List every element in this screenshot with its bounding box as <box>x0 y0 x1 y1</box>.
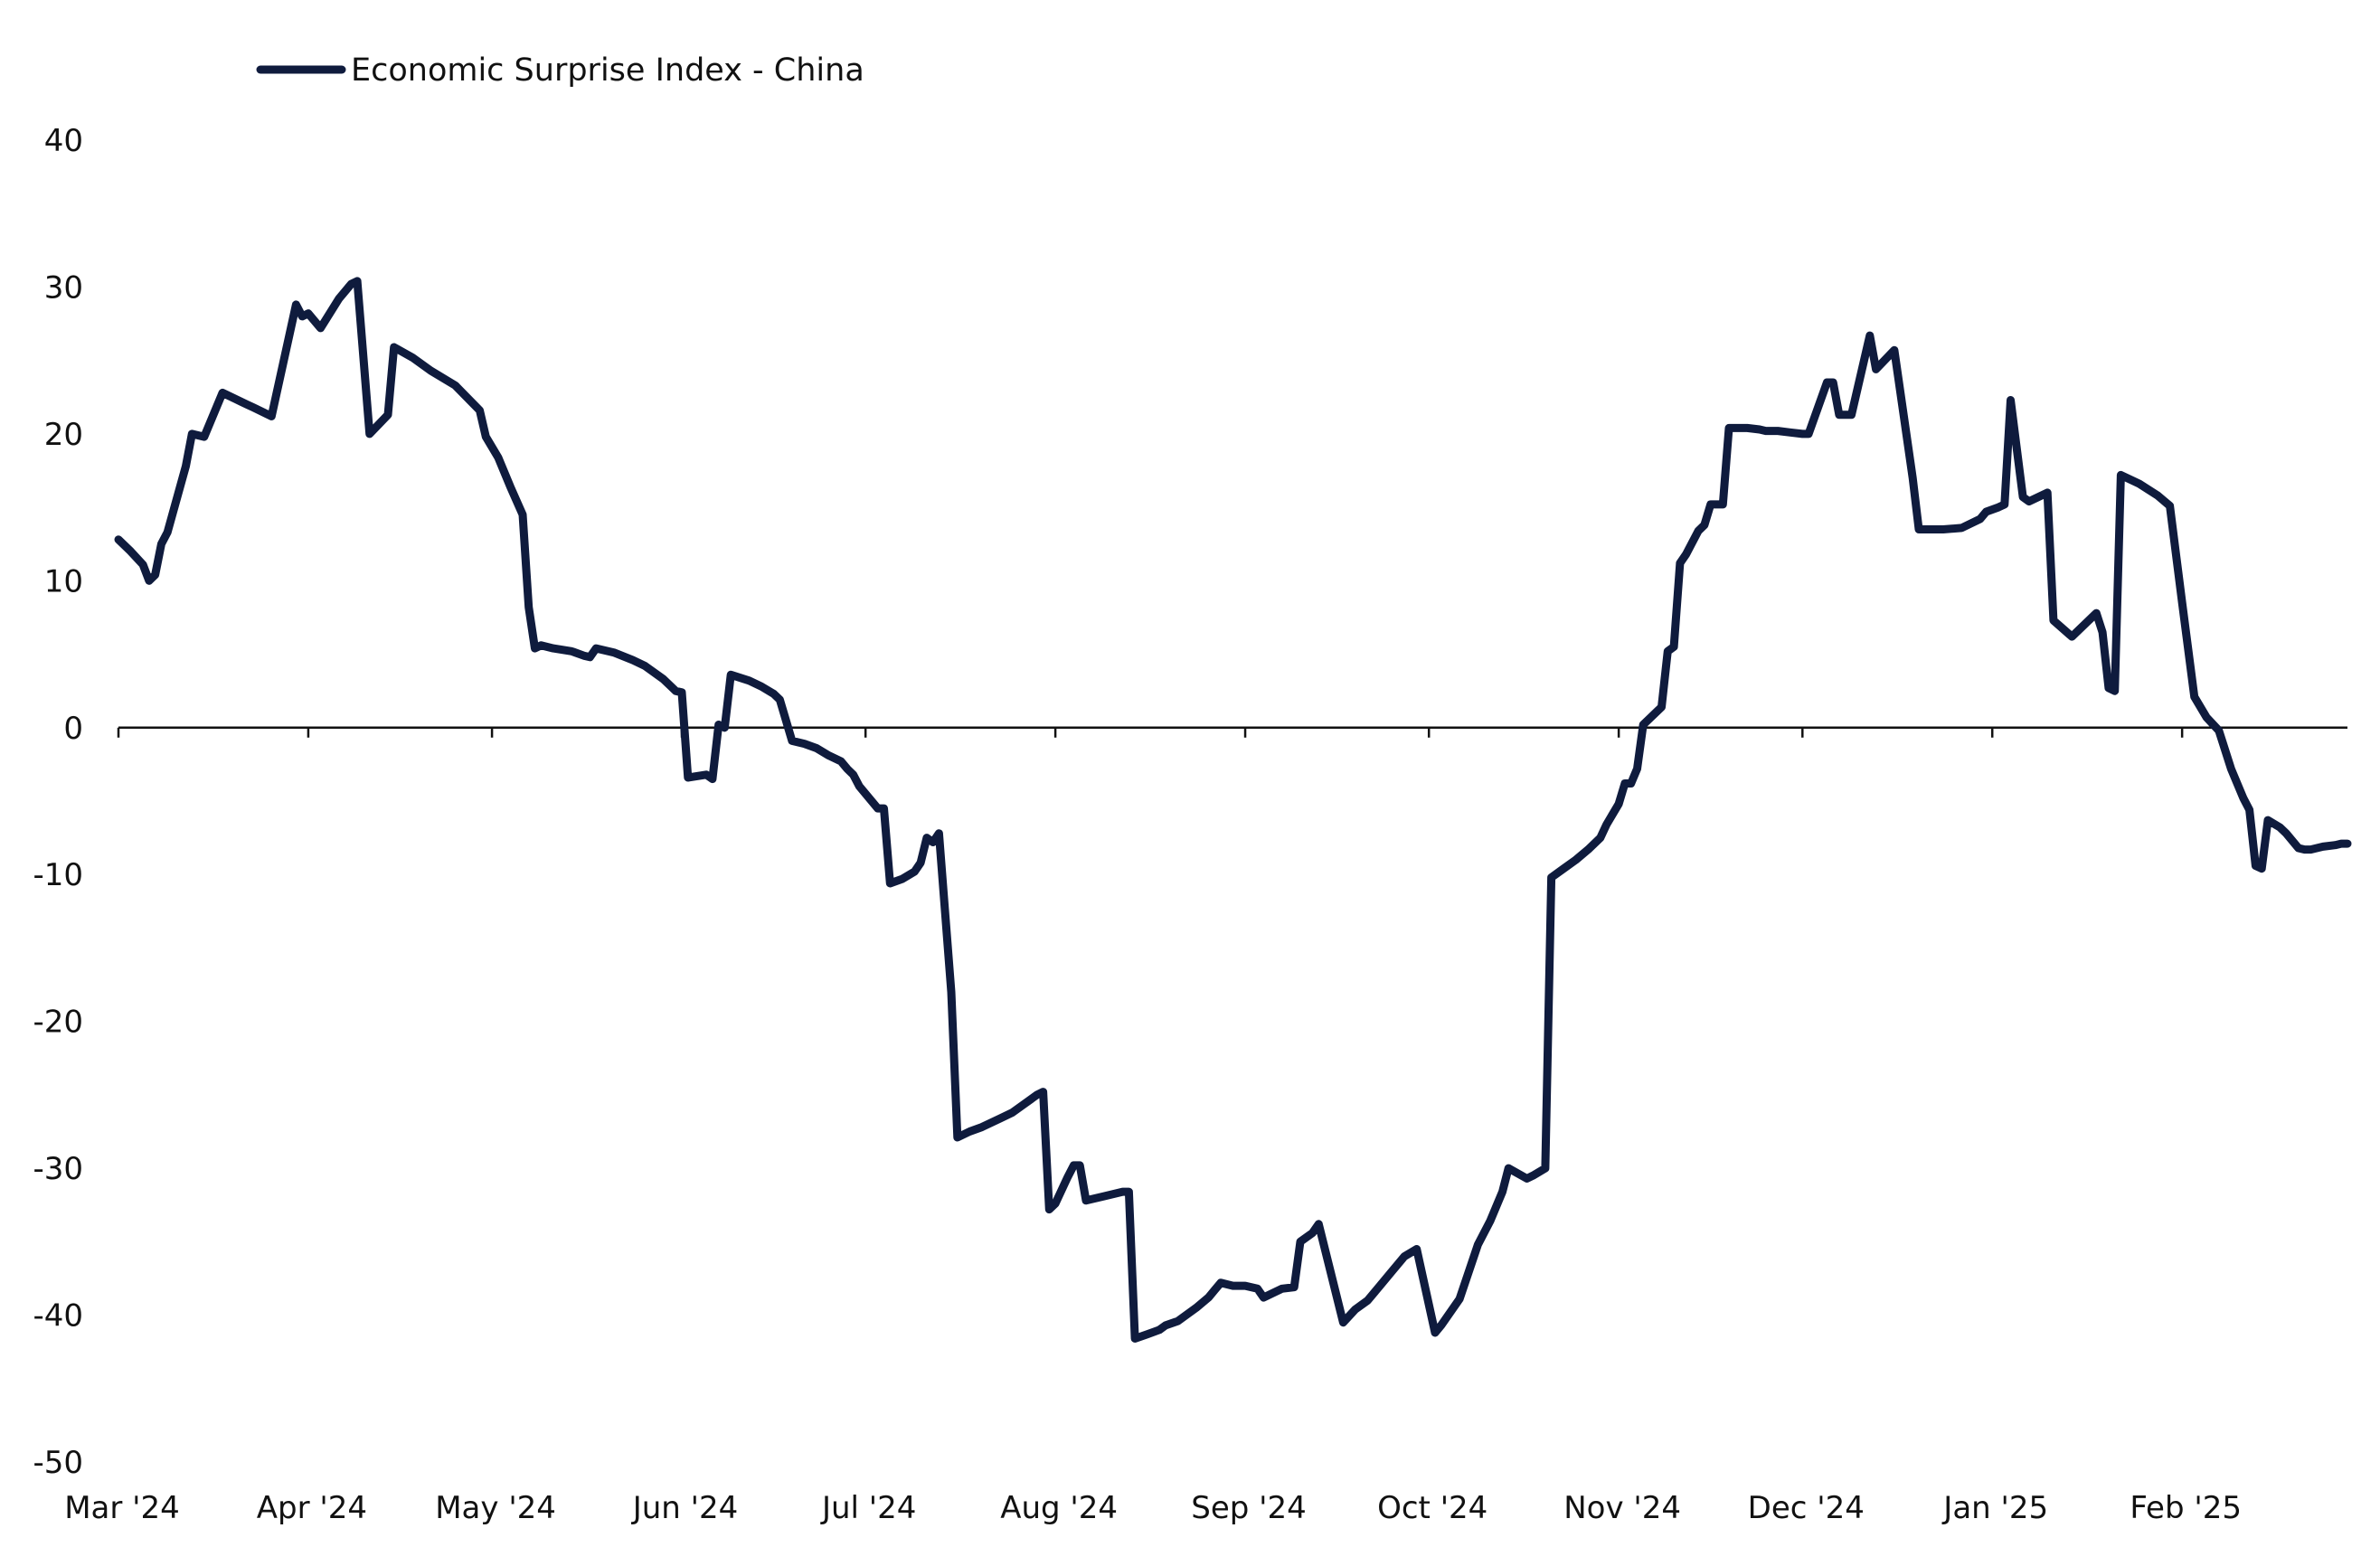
x-tick-label: Mar '24 <box>64 1490 180 1526</box>
y-tick-label: -40 <box>33 1298 83 1335</box>
x-tick-label: Oct '24 <box>1377 1490 1488 1526</box>
x-tick-label: Sep '24 <box>1191 1490 1307 1526</box>
y-tick-label: 20 <box>44 417 83 453</box>
series-line-economic-surprise-index-china <box>114 277 2352 1343</box>
x-tick-label: May '24 <box>435 1490 556 1526</box>
x-tick-label: Dec '24 <box>1748 1490 1865 1526</box>
x-tick-label: Aug '24 <box>1000 1490 1118 1526</box>
y-tick-label: -20 <box>33 1005 83 1041</box>
y-tick-label: -50 <box>33 1445 83 1481</box>
x-tick-label: Nov '24 <box>1563 1490 1681 1526</box>
y-tick-label: -30 <box>33 1151 83 1187</box>
x-tick-label: Feb '25 <box>2130 1490 2242 1526</box>
series-layer <box>114 277 2352 1343</box>
x-tick-label: Jan '25 <box>1941 1490 2048 1526</box>
y-tick-label: 30 <box>44 269 83 306</box>
y-tick-label: 10 <box>44 563 83 599</box>
y-tick-label: 40 <box>44 123 83 159</box>
x-axis: Mar '24 Apr '24 May '24 Jun '24 Jul '24 Aug '… <box>64 726 2347 1526</box>
y-axis: 40 30 20 10 0 -10 -20 -30 -40 -50 <box>33 123 83 1481</box>
x-tick-label: Apr '24 <box>257 1490 367 1526</box>
legend-label: Economic Surprise Index - China <box>351 52 864 89</box>
y-tick-label: 0 <box>63 711 83 747</box>
x-tick-label: Jul '24 <box>820 1490 916 1526</box>
y-tick-label: -10 <box>33 857 83 893</box>
x-tick-label: Jun '24 <box>631 1490 739 1526</box>
legend: Economic Surprise Index - China <box>256 52 864 89</box>
